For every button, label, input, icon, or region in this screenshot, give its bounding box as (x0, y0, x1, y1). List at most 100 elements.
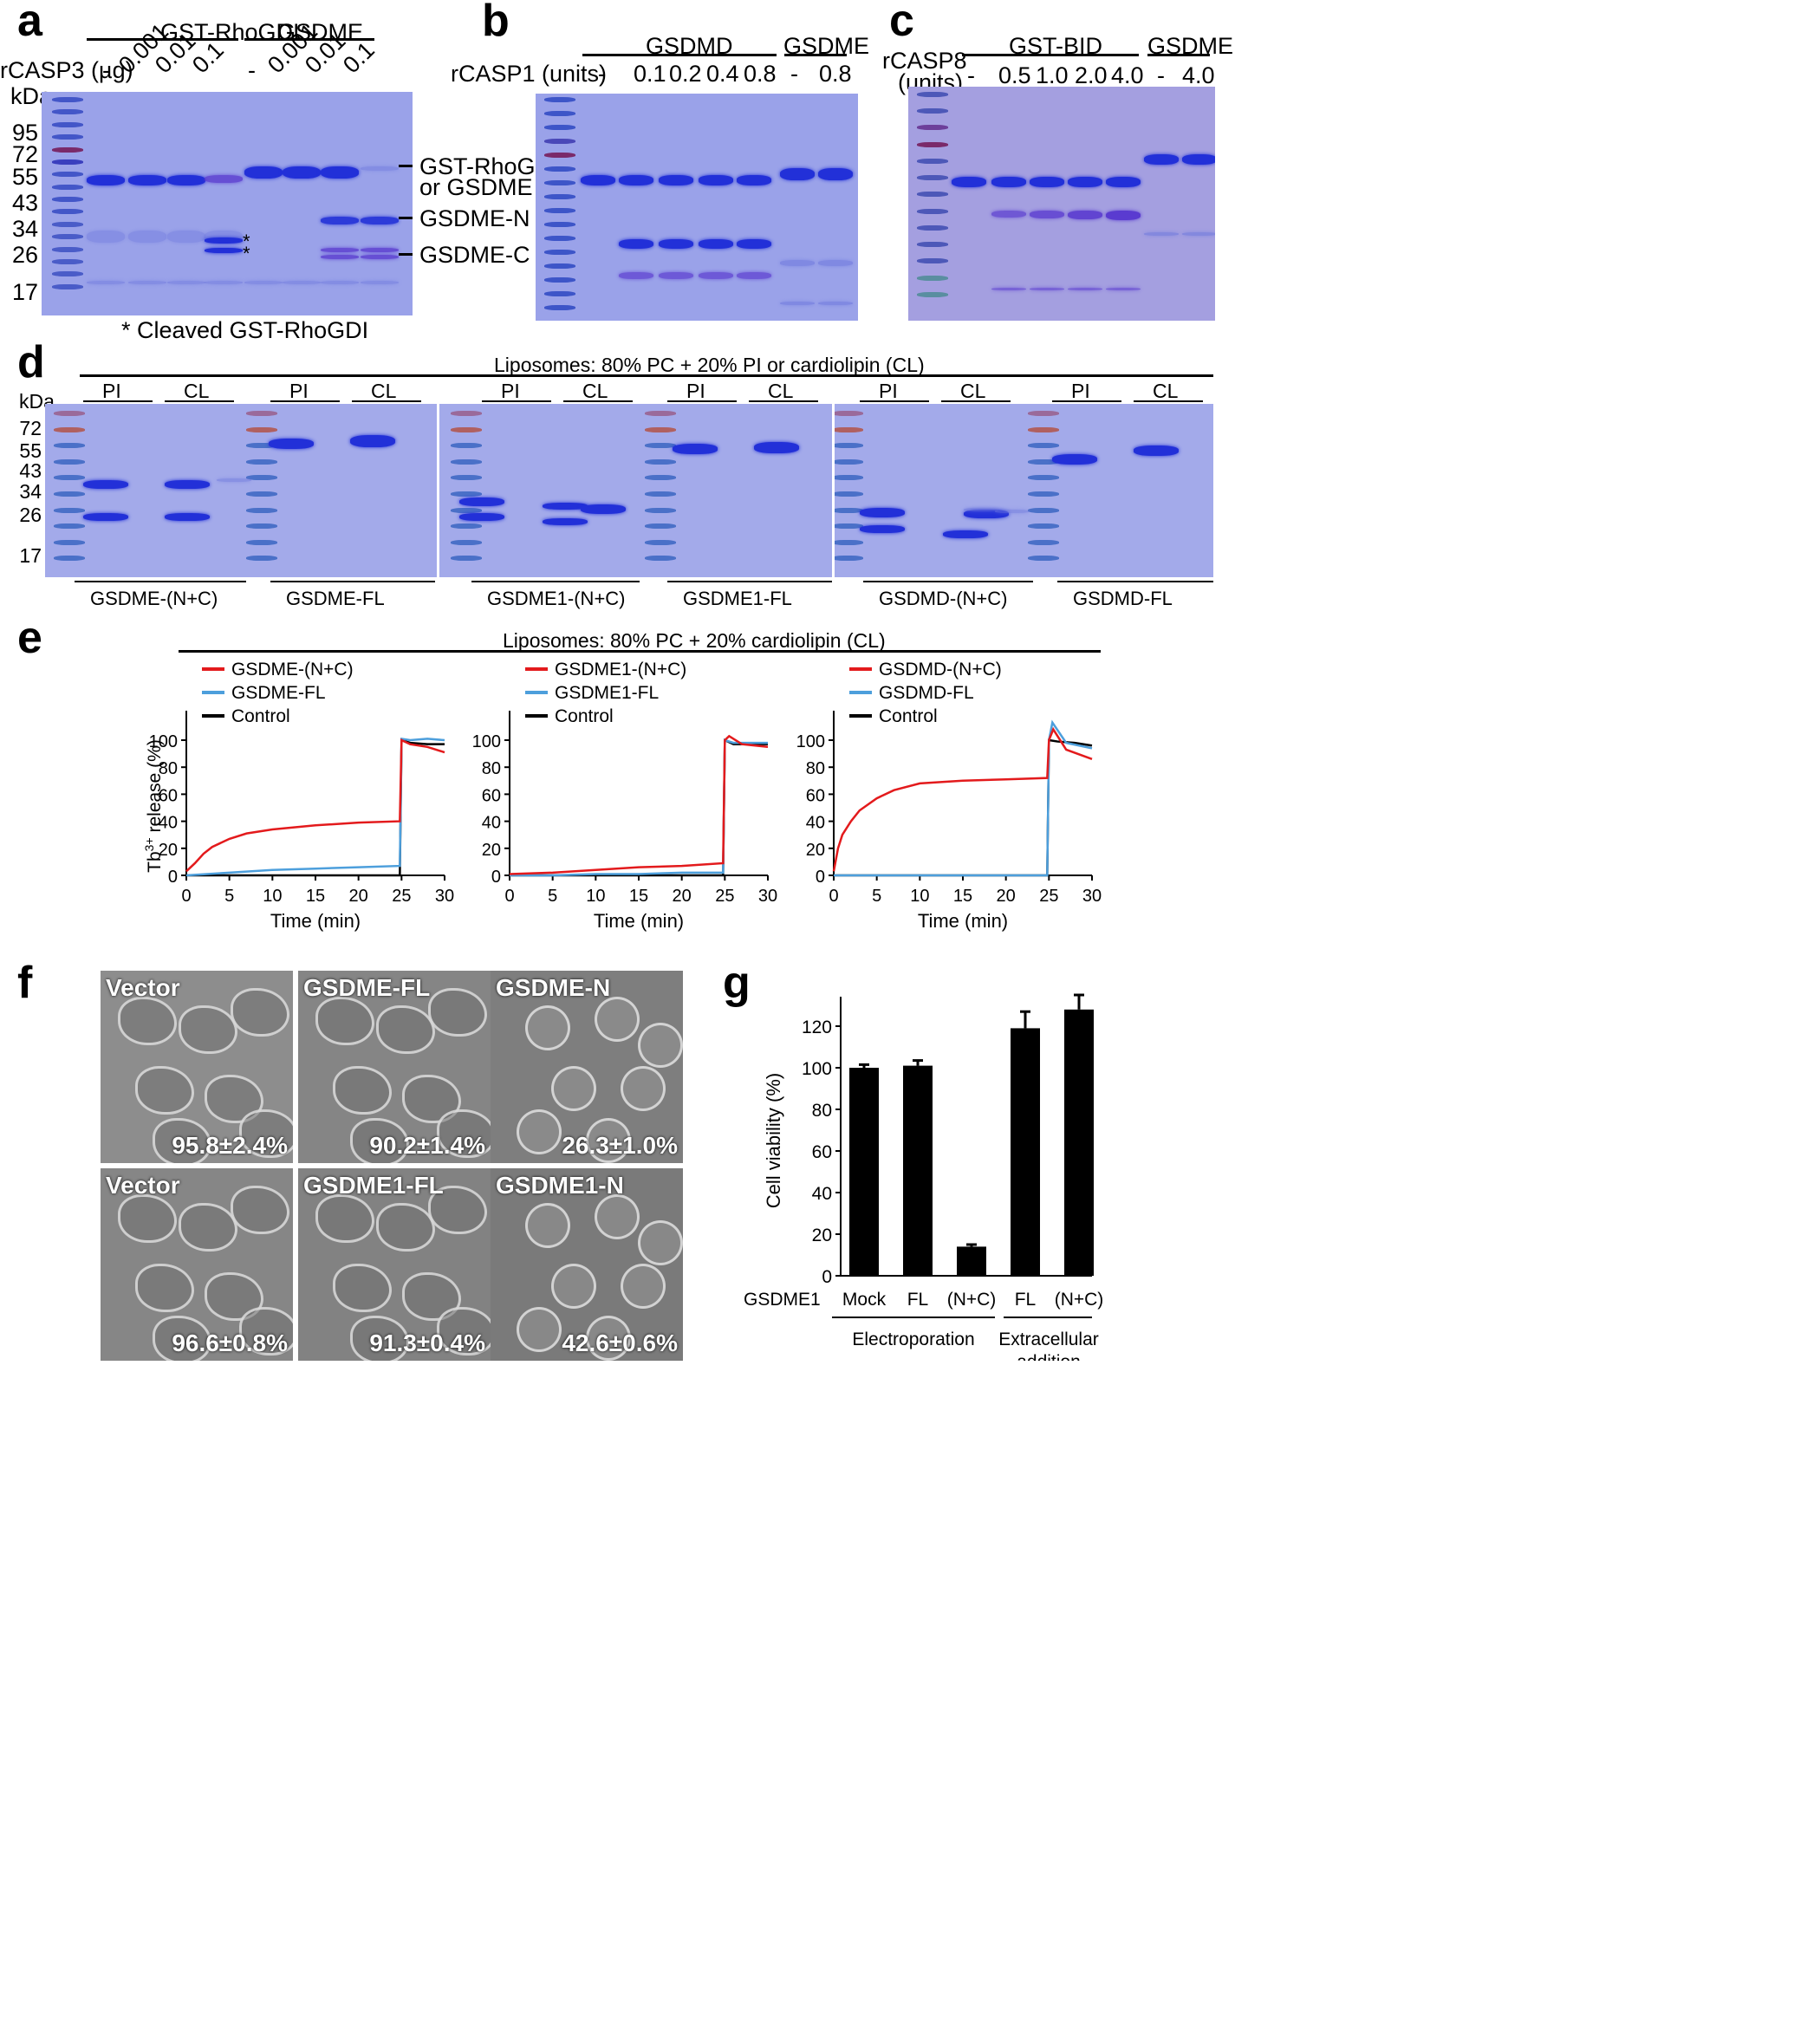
protein-band (1068, 211, 1102, 219)
cell-shape (350, 1316, 409, 1361)
x-tick-label: 0 (829, 887, 838, 906)
x-tick-label: 20 (349, 887, 368, 906)
lipid-label: PI (501, 380, 520, 402)
panel-a-group2-line (244, 38, 374, 41)
panel-e-label: e (17, 613, 42, 663)
protein-band (1052, 454, 1097, 465)
protein-band (1182, 154, 1215, 165)
x-tick-label: 25 (392, 887, 411, 906)
protein-band (361, 166, 399, 171)
ladder-band (1028, 443, 1059, 449)
sample-line (270, 581, 435, 582)
micrograph: Vector 95.8±2.4% (101, 971, 293, 1163)
lipid-line (352, 400, 421, 402)
cell-shape (621, 1264, 666, 1309)
micrograph-value: 26.3±1.0% (562, 1132, 678, 1159)
ladder-band (52, 97, 83, 102)
protein-band (737, 175, 771, 185)
category-label: Mock (842, 1290, 887, 1310)
ladder-band (246, 556, 277, 562)
protein-band (459, 513, 504, 521)
micrograph-value: 96.6±0.8% (172, 1330, 288, 1356)
ladder-band (54, 507, 85, 513)
ladder-band (832, 475, 863, 481)
ladder-band (1028, 523, 1059, 530)
ladder-band (917, 92, 948, 97)
y-tick-label: 80 (806, 759, 825, 778)
label-tick-2 (399, 217, 413, 219)
cell-shape (333, 1264, 392, 1312)
protein-band (699, 272, 733, 279)
cell-shape (315, 997, 374, 1045)
ladder-band (832, 523, 863, 530)
protein-band (780, 260, 815, 266)
ladder-band (1028, 507, 1059, 513)
protein-band (818, 168, 853, 180)
label-tick-1 (399, 165, 413, 167)
lipid-line (270, 400, 340, 402)
panel-a-star-2: * (243, 243, 250, 264)
cell-shape (525, 1005, 570, 1050)
protein-band (1030, 288, 1064, 290)
ladder-band (832, 426, 863, 432)
legend-label: GSDME-(N+C) (231, 660, 354, 679)
protein-band (321, 281, 359, 284)
y-tick-label: 80 (159, 759, 178, 778)
dose-label: 1.0 (1036, 62, 1069, 88)
ladder-band (645, 458, 676, 465)
ladder-band (917, 208, 948, 214)
x-tick-label: 25 (715, 887, 734, 906)
ladder-band (52, 197, 83, 202)
protein-band (699, 175, 733, 185)
protein-band (1106, 177, 1141, 187)
panel-a-rcasp-label: rCASP3 (µg) (0, 57, 133, 83)
protein-band (205, 237, 243, 244)
ladder-band (544, 125, 575, 130)
protein-band (659, 239, 693, 249)
kda-marker: 34 (19, 480, 42, 503)
dose-label: - (1157, 62, 1165, 88)
ladder-band (917, 175, 948, 181)
protein-band (1106, 288, 1141, 290)
y-axis-label: Cell viability (%) (763, 1073, 784, 1208)
dose-label: 4.0 (1182, 62, 1215, 88)
panel-a-right-label-2: or GSDME (419, 174, 533, 200)
panel-a-group1-line (87, 38, 238, 41)
legend-label: GSDME1-(N+C) (555, 660, 686, 679)
ladder-band (544, 236, 575, 241)
protein-band (943, 530, 988, 538)
panel-d-label: d (17, 337, 45, 387)
x-tick-label: 5 (224, 887, 234, 906)
ladder-band (52, 146, 83, 153)
ladder-band (832, 491, 863, 497)
protein-band (361, 248, 399, 252)
series-line-control (186, 738, 445, 877)
series-line-nc (509, 734, 769, 875)
ladder-band (246, 458, 277, 465)
lipid-label: PI (686, 380, 705, 402)
ladder-band (645, 475, 676, 481)
dose-label: 0.5 (998, 62, 1031, 88)
sample-line (1057, 581, 1213, 582)
cell-shape (437, 1307, 491, 1356)
series-line-nc (185, 738, 445, 873)
ladder-band (52, 283, 83, 289)
sample-label: GSDMD-FL (1073, 588, 1173, 609)
lipid-line (165, 400, 234, 402)
lipid-line (860, 400, 929, 402)
lipid-line (482, 400, 551, 402)
ladder-band (54, 475, 85, 481)
dose-label: 2.0 (1075, 62, 1108, 88)
ladder-band (544, 305, 575, 310)
ladder-band (917, 192, 948, 198)
cell-shape (153, 1118, 211, 1163)
ladder-band (52, 121, 83, 127)
dose-label: - (598, 61, 606, 87)
ladder-band (1028, 411, 1059, 416)
ladder-band (645, 443, 676, 449)
ladder-band (832, 507, 863, 513)
protein-band (1030, 177, 1064, 187)
y-tick-label: 80 (812, 1101, 832, 1121)
micrograph-title: GSDME1-N (496, 1172, 624, 1199)
